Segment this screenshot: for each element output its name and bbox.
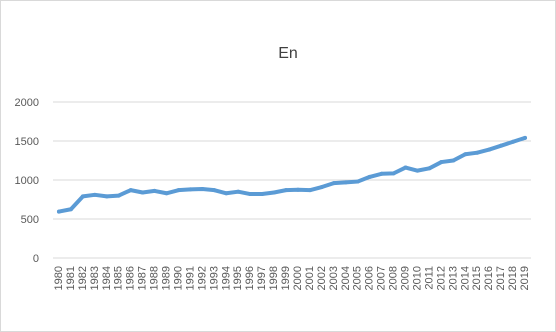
x-tick-label-2008: 2008 xyxy=(388,266,400,290)
data-point-1985 xyxy=(116,193,121,198)
x-tick-label-1994: 1994 xyxy=(220,266,232,290)
data-point-2001 xyxy=(307,188,312,193)
x-tick-label-1984: 1984 xyxy=(101,266,113,290)
y-tick-label-500: 500 xyxy=(21,214,39,226)
x-tick-label-2017: 2017 xyxy=(495,266,507,290)
data-point-1982 xyxy=(80,194,85,199)
x-tick-label-2019: 2019 xyxy=(519,266,531,290)
y-axis-tick-labels: 0 500 1000 1500 2000 xyxy=(15,97,39,265)
data-point-2003 xyxy=(331,181,336,186)
data-point-2019 xyxy=(523,135,528,140)
y-tick-label-1000: 1000 xyxy=(15,175,39,187)
x-tick-label-2010: 2010 xyxy=(411,266,423,290)
x-tick-label-1993: 1993 xyxy=(208,266,220,290)
x-tick-label-1988: 1988 xyxy=(149,266,161,290)
x-tick-label-1985: 1985 xyxy=(113,266,125,290)
data-point-2000 xyxy=(295,187,300,192)
x-tick-label-2007: 2007 xyxy=(376,266,388,290)
x-tick-label-1999: 1999 xyxy=(280,266,292,290)
x-tick-label-2001: 2001 xyxy=(304,266,316,290)
data-point-2017 xyxy=(499,143,504,148)
x-tick-label-1982: 1982 xyxy=(77,266,89,290)
data-point-1994 xyxy=(224,191,229,196)
x-tick-label-2000: 2000 xyxy=(292,266,304,290)
x-tick-label-1986: 1986 xyxy=(125,266,137,290)
data-point-2012 xyxy=(439,160,444,165)
data-point-2004 xyxy=(343,180,348,185)
data-point-2005 xyxy=(355,179,360,184)
x-tick-label-1990: 1990 xyxy=(172,266,184,290)
x-tick-label-1983: 1983 xyxy=(89,266,101,290)
x-tick-label-2003: 2003 xyxy=(328,266,340,290)
x-tick-label-1980: 1980 xyxy=(53,266,65,290)
x-tick-label-1996: 1996 xyxy=(244,266,256,290)
data-point-1997 xyxy=(260,192,265,197)
data-point-2006 xyxy=(367,174,372,179)
y-tick-label-0: 0 xyxy=(33,253,39,265)
data-point-2018 xyxy=(511,139,516,144)
x-tick-label-2006: 2006 xyxy=(364,266,376,290)
x-tick-label-2016: 2016 xyxy=(483,266,495,290)
data-point-2007 xyxy=(379,171,384,176)
x-tick-label-1981: 1981 xyxy=(65,266,77,290)
data-point-1986 xyxy=(128,188,133,193)
y-tick-label-1500: 1500 xyxy=(15,136,39,148)
x-tick-label-1997: 1997 xyxy=(256,266,268,290)
x-tick-label-1995: 1995 xyxy=(232,266,244,290)
x-axis-tick-labels: 1980 1981 1982 1983 1984 1985 1986 1987 1988 1989… xyxy=(53,266,531,290)
data-point-1983 xyxy=(92,192,97,197)
data-point-2013 xyxy=(451,158,456,163)
data-point-1995 xyxy=(236,189,241,194)
chart-title: En xyxy=(278,45,298,62)
data-point-1988 xyxy=(152,188,157,193)
x-tick-label-2009: 2009 xyxy=(400,266,412,290)
data-point-1991 xyxy=(188,187,193,192)
data-point-1980 xyxy=(56,209,61,214)
data-point-1987 xyxy=(140,190,145,195)
data-point-1999 xyxy=(284,188,289,193)
x-tick-label-2011: 2011 xyxy=(423,266,435,290)
data-point-2011 xyxy=(427,166,432,171)
data-point-1998 xyxy=(272,190,277,195)
data-point-2014 xyxy=(463,152,468,157)
gridlines xyxy=(53,101,531,220)
x-tick-label-2012: 2012 xyxy=(435,266,447,290)
x-tick-label-1991: 1991 xyxy=(184,266,196,290)
data-point-2008 xyxy=(391,171,396,176)
data-point-2002 xyxy=(319,185,324,190)
data-point-1984 xyxy=(104,194,109,199)
data-point-2016 xyxy=(487,147,492,152)
x-tick-label-2004: 2004 xyxy=(340,266,352,290)
series-line-0 xyxy=(56,135,528,214)
data-point-1993 xyxy=(212,188,217,193)
data-point-2010 xyxy=(415,168,420,173)
x-tick-label-1998: 1998 xyxy=(268,266,280,290)
series-group xyxy=(56,135,528,214)
x-tick-label-1992: 1992 xyxy=(196,266,208,290)
data-point-1996 xyxy=(248,192,253,197)
x-tick-label-1987: 1987 xyxy=(137,266,149,290)
data-point-1981 xyxy=(68,207,73,212)
x-tick-label-2005: 2005 xyxy=(352,266,364,290)
data-point-1989 xyxy=(164,191,169,196)
y-tick-label-2000: 2000 xyxy=(15,97,39,109)
x-tick-label-2014: 2014 xyxy=(459,266,471,290)
data-point-2015 xyxy=(475,150,480,155)
data-point-1990 xyxy=(176,188,181,193)
x-tick-label-2013: 2013 xyxy=(447,266,459,290)
data-point-2009 xyxy=(403,165,408,170)
x-tick-label-2018: 2018 xyxy=(507,266,519,290)
x-tick-label-1989: 1989 xyxy=(161,266,173,290)
x-tick-label-2002: 2002 xyxy=(316,266,328,290)
x-tick-label-2015: 2015 xyxy=(471,266,483,290)
data-point-1992 xyxy=(200,186,205,191)
